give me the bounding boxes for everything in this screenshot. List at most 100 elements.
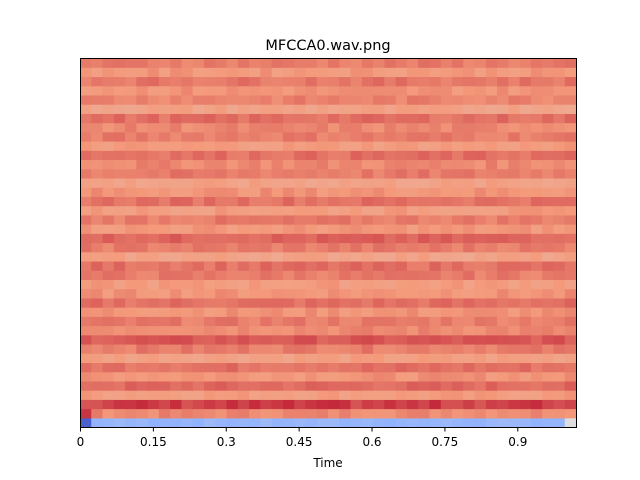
heatmap-cell (271, 113, 284, 124)
heatmap-cell (474, 196, 487, 207)
heatmap-cell (361, 279, 374, 290)
heatmap-cell (508, 214, 521, 225)
heatmap-cell (328, 177, 340, 188)
heatmap-cell (328, 251, 340, 262)
heatmap-cell (170, 307, 183, 317)
heatmap-cell (305, 408, 318, 419)
heatmap-cell (395, 390, 408, 400)
heatmap-cell (192, 205, 205, 216)
heatmap-cell (497, 113, 509, 124)
heatmap-cell (158, 353, 171, 364)
heatmap-cell (429, 94, 442, 105)
heatmap-cell (158, 307, 171, 317)
heatmap-cell (294, 371, 307, 382)
heatmap-cell (192, 279, 205, 290)
heatmap-cell (181, 187, 194, 197)
heatmap-cell (125, 371, 137, 382)
heatmap-cell (452, 270, 464, 280)
heatmap-cell (237, 399, 250, 410)
heatmap-cell (452, 353, 464, 364)
heatmap-cell (508, 343, 521, 354)
heatmap-cell (429, 122, 442, 133)
heatmap-cell (305, 270, 318, 280)
heatmap-cell (147, 159, 160, 170)
heatmap-cell (316, 76, 329, 87)
heatmap-cell (271, 417, 284, 428)
heatmap-cell (125, 380, 137, 391)
heatmap-cell (497, 104, 509, 114)
heatmap-cell (384, 141, 397, 151)
heatmap-cell (429, 67, 442, 78)
heatmap-cell (80, 279, 92, 290)
heatmap-cell (192, 371, 205, 382)
heatmap-cell (271, 260, 284, 271)
heatmap-cell (474, 150, 487, 161)
heatmap-cell (418, 325, 431, 336)
heatmap-cell (350, 260, 363, 271)
heatmap-cell (192, 150, 205, 161)
heatmap-cell (181, 214, 194, 225)
heatmap-cell (406, 177, 419, 188)
heatmap-cell (508, 408, 521, 419)
heatmap-cell (497, 334, 509, 345)
heatmap-cell (237, 251, 250, 262)
heatmap-cell (553, 58, 566, 68)
heatmap-cell (530, 113, 543, 124)
heatmap-cell (282, 104, 295, 114)
heatmap-cell (373, 371, 385, 382)
heatmap-cell (249, 104, 261, 114)
x-tick-label: 0.6 (362, 435, 381, 449)
heatmap-cell (316, 399, 329, 410)
heatmap-cell (260, 113, 273, 124)
heatmap-cell (474, 399, 487, 410)
heatmap-cell (147, 150, 160, 161)
heatmap-cell (102, 307, 115, 317)
heatmap-cell (125, 67, 137, 78)
heatmap-cell (440, 242, 453, 253)
heatmap-cell (508, 67, 521, 78)
heatmap-cell (350, 270, 363, 280)
heatmap-cell (530, 168, 543, 179)
heatmap-cell (406, 205, 419, 216)
heatmap-cell (339, 58, 352, 68)
heatmap-cell (80, 85, 92, 96)
heatmap-cell (125, 159, 137, 170)
heatmap-cell (497, 279, 509, 290)
heatmap-cell (395, 141, 408, 151)
heatmap-cell (294, 131, 307, 142)
heatmap-cell (395, 325, 408, 336)
heatmap-cell (192, 307, 205, 317)
heatmap-cell (328, 94, 340, 105)
heatmap-cell (260, 150, 273, 161)
heatmap-cell (418, 316, 431, 327)
heatmap-cell (373, 113, 385, 124)
heatmap-cell (519, 353, 532, 364)
heatmap-cell (339, 85, 352, 96)
heatmap-cell (485, 187, 498, 197)
heatmap-cell (102, 76, 115, 87)
heatmap-cell (564, 307, 577, 317)
heatmap-cell (249, 417, 261, 428)
heatmap-cell (147, 76, 160, 87)
heatmap-cell (328, 187, 340, 197)
heatmap-cell (125, 141, 137, 151)
heatmap-cell (497, 371, 509, 382)
heatmap-cell (485, 297, 498, 308)
heatmap-cell (508, 224, 521, 234)
heatmap-cell (328, 297, 340, 308)
heatmap-cell (80, 104, 92, 114)
heatmap-cell (542, 390, 555, 400)
heatmap-cell (215, 417, 228, 428)
heatmap-cell (350, 187, 363, 197)
heatmap-cell (339, 380, 352, 391)
heatmap-cell (508, 205, 521, 216)
heatmap-cell (260, 390, 273, 400)
heatmap-cell (508, 94, 521, 105)
heatmap-cell (305, 214, 318, 225)
heatmap-cell (170, 390, 183, 400)
heatmap-cell (508, 316, 521, 327)
heatmap-cell (215, 177, 228, 188)
heatmap-cell (113, 131, 126, 142)
heatmap-cell (181, 260, 194, 271)
